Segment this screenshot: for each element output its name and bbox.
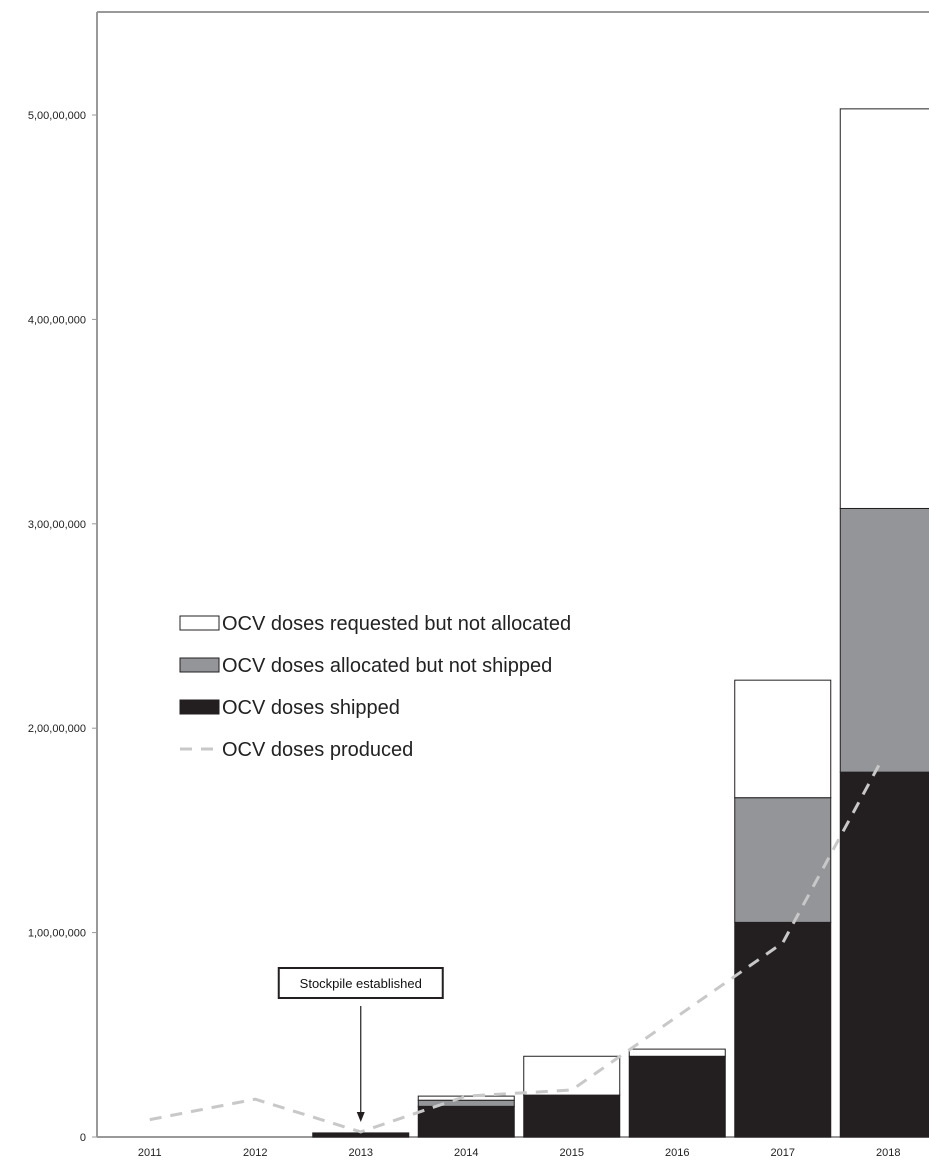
x-tick-label: 2011 (138, 1147, 162, 1159)
bar-ocv-doses-shipped-2016 (628, 1055, 726, 1138)
legend-swatch-ocv-doses-shipped (179, 699, 220, 715)
x-tick-labels: 2011 2012 2013 2014 2015 2016 2017 2018 (138, 1147, 901, 1159)
line-ocv-doses-produced (149, 764, 881, 1134)
bar-ocv-doses-shipped-2014 (417, 1105, 515, 1138)
bar-ocv-doses-shipped-2018 (839, 771, 929, 1138)
bar-ocv-doses-shipped-2015 (523, 1094, 621, 1138)
produced-line-layer (149, 764, 881, 1134)
x-tick-label: 2012 (243, 1147, 267, 1159)
legend: OCV doses requested but not allocated OCV… (179, 613, 571, 761)
bar-ocv-doses-requested-but-not-allocated-2017 (734, 679, 832, 799)
y-tick-label: 2,00,00,000 (28, 723, 86, 735)
legend-label-ocv-doses-produced: OCV doses produced (222, 739, 413, 761)
y-tick-label: 5,00,00,000 (28, 110, 86, 122)
annotation-box (277, 967, 444, 999)
annotation-arrow-head (356, 1112, 365, 1122)
bar-ocv-doses-requested-but-not-allocated-2015 (523, 1055, 621, 1096)
bar-ocv-doses-allocated-but-not-shipped-2018 (839, 507, 929, 773)
annotation-label: Stockpile established (300, 976, 422, 991)
x-tick-label: 2014 (454, 1147, 478, 1159)
bar-ocv-doses-allocated-but-not-shipped-2017 (734, 797, 832, 923)
y-tick-label: 0 (80, 1132, 86, 1144)
bar-ocv-doses-allocated-but-not-shipped-2014 (417, 1099, 515, 1107)
x-tick-label: 2016 (665, 1147, 689, 1159)
legend-label-ocv-doses-requested-but-not-allocated: OCV doses requested but not allocated (222, 613, 571, 635)
legend-label-ocv-doses-allocated-but-not-shipped: OCV doses allocated but not shipped (222, 655, 552, 677)
legend-label-ocv-doses-shipped: OCV doses shipped (222, 697, 400, 719)
bars (312, 108, 929, 1138)
bar-ocv-doses-requested-but-not-allocated-2018 (839, 108, 929, 509)
legend-swatch-ocv-doses-requested-but-not-allocated (179, 615, 220, 631)
y-tick-labels: 0 1,00,00,000 2,00,00,000 3,00,00,000 4,00,0… (28, 110, 86, 1144)
x-tick-label: 2013 (349, 1147, 373, 1159)
y-tick-label: 4,00,00,000 (28, 314, 86, 326)
x-tick-label: 2018 (876, 1147, 900, 1159)
bar-ocv-doses-shipped-2017 (734, 921, 832, 1138)
legend-swatch-ocv-doses-allocated-but-not-shipped (179, 657, 220, 673)
bar-ocv-doses-requested-but-not-allocated-2016 (628, 1048, 726, 1057)
y-tick-label: 3,00,00,000 (28, 519, 86, 531)
x-tick-label: 2015 (560, 1147, 584, 1159)
bar-ocv-doses-shipped-2013 (312, 1132, 410, 1138)
annotation: Stockpile established (277, 967, 444, 1122)
y-tick-label: 1,00,00,000 (28, 928, 86, 940)
bar-ocv-doses-requested-but-not-allocated-2014 (417, 1095, 515, 1101)
x-tick-label: 2017 (771, 1147, 795, 1159)
